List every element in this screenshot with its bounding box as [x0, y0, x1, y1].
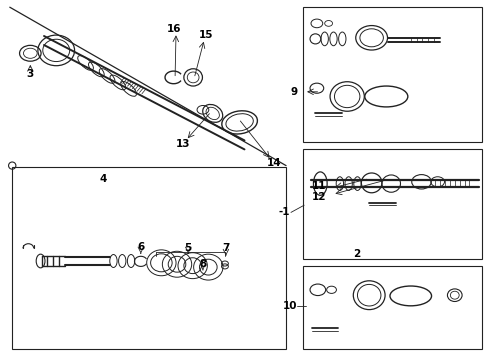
Text: 13: 13 [176, 139, 190, 149]
Text: 10: 10 [282, 301, 296, 311]
Text: 7: 7 [222, 243, 229, 253]
Text: 12: 12 [311, 192, 326, 202]
Text: -1: -1 [278, 207, 290, 217]
Text: 6: 6 [137, 242, 144, 252]
Text: 16: 16 [166, 24, 181, 34]
Bar [303, 266, 481, 349]
Bar [303, 7, 481, 142]
Text: 3: 3 [27, 69, 34, 79]
Bar [12, 167, 285, 349]
Text: 15: 15 [199, 30, 213, 40]
Text: 4: 4 [99, 174, 106, 184]
Bar [303, 149, 481, 259]
Text: 9: 9 [289, 87, 297, 97]
Text: 11: 11 [311, 181, 326, 191]
Text: 2: 2 [353, 249, 360, 259]
Text: 5: 5 [184, 243, 191, 253]
Text: 14: 14 [266, 158, 281, 168]
Text: 8: 8 [199, 259, 206, 269]
